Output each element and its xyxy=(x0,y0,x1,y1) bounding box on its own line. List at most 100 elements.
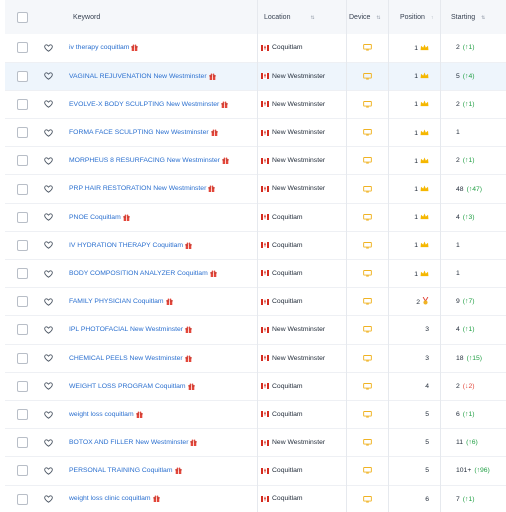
rankings-table: Keyword Location ⇅ Device ⇅ Position ↑ Star… xyxy=(5,0,506,512)
keyword-link[interactable]: MORPHEUS 8 RESURFACING New Westminster xyxy=(69,157,220,165)
heart-icon[interactable] xyxy=(33,241,53,250)
crown-icon xyxy=(418,270,429,278)
table-row[interactable]: FORMA FACE SCULPTING New Westminster New … xyxy=(5,119,506,147)
table-row[interactable]: weight loss clinic coquitlam Coquitlam 6 7(… xyxy=(5,485,506,512)
heart-icon[interactable] xyxy=(33,298,53,306)
device-cell xyxy=(346,62,388,90)
keyword-link[interactable]: PRP HAIR RESTORATION New Westminster xyxy=(69,185,207,193)
header-starting[interactable]: Starting ⇅ xyxy=(440,0,506,34)
desktop-icon xyxy=(346,411,388,418)
sort-ascending-icon[interactable]: ↑ xyxy=(430,14,434,21)
heart-icon[interactable] xyxy=(33,44,53,52)
location-label: New Westminster xyxy=(272,100,326,108)
keyword-link[interactable]: FAMILY PHYSICIAN Coquitlam xyxy=(69,298,164,306)
row-checkbox[interactable] xyxy=(17,211,28,223)
location-label: New Westminster xyxy=(272,157,326,165)
starting-value: 2 xyxy=(456,157,460,165)
keyword-link[interactable]: VAGINAL REJUVENATION New Westminster xyxy=(69,72,207,80)
desktop-icon xyxy=(346,157,388,164)
header-location[interactable]: Location ⇅ xyxy=(257,0,346,34)
keyword-cell: EVOLVE-X BODY SCULPTING New Westminster xyxy=(63,90,257,118)
row-checkbox[interactable] xyxy=(17,465,28,477)
header-position[interactable]: Position ↑ xyxy=(388,0,440,34)
table-row[interactable]: PRP HAIR RESTORATION New Westminster New … xyxy=(5,175,506,204)
sort-icon[interactable]: ⇅ xyxy=(310,14,315,21)
row-checkbox[interactable] xyxy=(17,493,28,505)
table-row[interactable]: PERSONAL TRAINING Coquitlam Coquitlam 5 101… xyxy=(5,457,506,485)
keyword-link[interactable]: WEIGHT LOSS PROGRAM Coquitlam xyxy=(69,382,186,390)
rank-change-badge: (↑1) xyxy=(462,100,475,108)
table-row[interactable]: iv therapy coquitlam Coquitlam 1 2 (↑1) xyxy=(5,34,506,63)
keyword-link[interactable]: iv therapy coquitlam xyxy=(69,44,130,52)
table-row[interactable]: weight loss coquitlam Coquitlam 5 6 (↑1) xyxy=(5,400,506,429)
row-checkbox[interactable] xyxy=(17,380,28,392)
heart-icon[interactable] xyxy=(33,129,53,137)
table-row[interactable]: CHEMICAL PEELS New Westminster New Westmi… xyxy=(5,344,506,373)
row-checkbox[interactable] xyxy=(17,409,28,421)
keyword-link[interactable]: PNOE Coquitlam xyxy=(69,213,121,221)
location-label: Coquitlam xyxy=(272,382,303,390)
row-checkbox[interactable] xyxy=(17,437,28,449)
keyword-link[interactable]: PERSONAL TRAINING Coquitlam xyxy=(69,467,173,475)
keyword-link[interactable]: FORMA FACE SCULPTING New Westminster xyxy=(69,129,209,136)
heart-icon[interactable] xyxy=(33,326,53,334)
heart-icon[interactable] xyxy=(33,354,53,362)
sort-icon[interactable]: ⇅ xyxy=(481,14,486,21)
row-checkbox[interactable] xyxy=(17,296,28,308)
heart-icon[interactable] xyxy=(33,269,53,278)
row-checkbox[interactable] xyxy=(17,42,28,54)
row-checkbox[interactable] xyxy=(17,239,28,251)
table-row[interactable]: BOTOX AND FILLER New Westminster New West… xyxy=(5,429,506,457)
heart-icon[interactable] xyxy=(33,495,53,503)
keyword-link[interactable]: IV HYDRATION THERAPY Coquitlam xyxy=(69,241,184,249)
row-favorite-cell xyxy=(33,344,63,372)
table-row[interactable]: IPL PHOTOFACIAL New Westminster New Westm… xyxy=(5,316,506,345)
heart-icon[interactable] xyxy=(33,185,53,193)
table-row[interactable]: FAMILY PHYSICIAN Coquitlam Coquitlam 2 9 (↑7… xyxy=(5,288,506,316)
row-checkbox[interactable] xyxy=(17,183,28,195)
header-keyword[interactable]: Keyword xyxy=(63,0,257,34)
table-row[interactable]: IV HYDRATION THERAPY Coquitlam Coquitlam 1… xyxy=(5,231,506,260)
heart-icon[interactable] xyxy=(33,467,53,475)
row-checkbox[interactable] xyxy=(17,268,28,280)
row-checkbox[interactable] xyxy=(17,70,28,82)
keyword-link[interactable]: EVOLVE-X BODY SCULPTING New Westminster xyxy=(69,100,220,108)
heart-icon[interactable] xyxy=(33,157,53,165)
starting-value: 5 xyxy=(456,72,460,80)
sort-icon[interactable]: ⇅ xyxy=(376,14,381,21)
keyword-link[interactable]: BOTOX AND FILLER New Westminster xyxy=(69,439,189,447)
heart-icon[interactable] xyxy=(33,213,53,222)
keyword-link[interactable]: CHEMICAL PEELS New Westminster xyxy=(69,354,183,362)
row-checkbox[interactable] xyxy=(17,127,28,139)
gift-icon xyxy=(188,439,198,447)
heart-icon[interactable] xyxy=(33,410,53,419)
select-all-checkbox[interactable] xyxy=(17,11,28,23)
table-row[interactable]: WEIGHT LOSS PROGRAM Coquitlam Coquitlam 4 2… xyxy=(5,372,506,401)
keyword-link[interactable]: BODY COMPOSITION ANALYZER Coquitlam xyxy=(69,269,208,277)
header-device[interactable]: Device ⇅ xyxy=(346,0,388,34)
table-row[interactable]: VAGINAL REJUVENATION New Westminster New … xyxy=(5,62,506,91)
gift-icon xyxy=(209,129,218,136)
crown-icon xyxy=(418,44,429,52)
location-label: New Westminster xyxy=(272,439,326,447)
keyword-link[interactable]: weight loss clinic coquitlam xyxy=(69,495,151,503)
row-checkbox[interactable] xyxy=(17,98,28,110)
keyword-link[interactable]: weight loss coquitlam xyxy=(69,410,134,418)
heart-icon[interactable] xyxy=(33,382,53,391)
row-checkbox[interactable] xyxy=(17,324,28,336)
table-row[interactable]: EVOLVE-X BODY SCULPTING New Westminster N… xyxy=(5,90,506,119)
location-label: New Westminster xyxy=(272,72,326,80)
table-row[interactable]: BODY COMPOSITION ANALYZER Coquitlam Coqui… xyxy=(5,260,506,288)
keyword-cell: BODY COMPOSITION ANALYZER Coquitlam xyxy=(63,260,257,288)
heart-icon[interactable] xyxy=(33,439,53,447)
row-checkbox[interactable] xyxy=(17,155,28,167)
heart-icon[interactable] xyxy=(33,100,53,109)
table-row[interactable]: MORPHEUS 8 RESURFACING New Westminster Ne… xyxy=(5,147,506,175)
keyword-link[interactable]: IPL PHOTOFACIAL New Westminster xyxy=(69,326,184,334)
rank-change-badge: (↑7) xyxy=(462,298,475,306)
row-checkbox[interactable] xyxy=(17,352,28,364)
starting-cell: 2 (↑1) xyxy=(440,147,506,175)
table-row[interactable]: PNOE Coquitlam Coquitlam 1 4 (↑3) xyxy=(5,203,506,232)
gift-icon xyxy=(208,270,217,277)
heart-icon[interactable] xyxy=(33,72,53,81)
